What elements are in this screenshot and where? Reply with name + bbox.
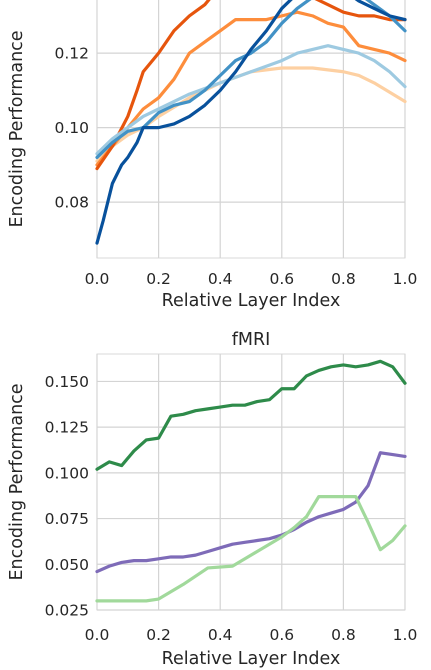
x-tick-label: 0.6 [269, 270, 294, 288]
y-tick-label: 0.08 [54, 194, 89, 212]
series-line-3 [95, 495, 407, 603]
x-axis-label: Relative Layer Index [162, 291, 341, 311]
y-tick-label: 0.100 [45, 464, 89, 482]
chart-panel-2: 0.0 0.2 0.4 0.6 0.8 1.0 0.025 0.050 0.075 0.100 0.… [7, 330, 417, 669]
y-axis-label: Encoding Performance [7, 383, 27, 580]
y-tick-label: 0.125 [45, 419, 89, 437]
series-line-6 [95, 0, 407, 245]
y-axis-label: Encoding Performance [7, 30, 27, 227]
x-tick-label: 1.0 [393, 626, 418, 644]
series-line-3 [95, 0, 407, 171]
x-tick-label: 0.2 [146, 626, 171, 644]
y-tick-label: 0.10 [54, 119, 89, 137]
plot-area [96, 353, 406, 611]
y-tick-label: 0.025 [45, 602, 89, 620]
y-tick-label: 0.150 [45, 373, 89, 391]
series-line-1 [95, 359, 407, 471]
x-tick-label: 1.0 [393, 270, 418, 288]
x-tick-label: 0.8 [331, 626, 356, 644]
chart-title: fMRI [232, 330, 271, 350]
y-tick-label: 0.075 [45, 510, 89, 528]
series-line-2 [95, 451, 407, 574]
chart-panel-1: 0.00.20.40.60.81.00.080.100.120.14Relati… [7, 0, 417, 311]
x-tick-label: 0.0 [85, 270, 110, 288]
x-tick-label: 0.6 [269, 626, 294, 644]
x-tick-label: 0.2 [146, 270, 171, 288]
series-line-5 [95, 0, 407, 160]
x-tick-label: 0.0 [85, 626, 110, 644]
series-line-2 [95, 10, 407, 167]
x-axis-label: Relative Layer Index [162, 649, 341, 669]
x-tick-label: 0.4 [208, 270, 233, 288]
series-line-4 [95, 44, 407, 156]
y-tick-label: 0.050 [45, 556, 89, 574]
x-tick-label: 0.8 [331, 270, 356, 288]
y-tick-label: 0.12 [54, 45, 89, 63]
x-tick-label: 0.4 [208, 626, 233, 644]
